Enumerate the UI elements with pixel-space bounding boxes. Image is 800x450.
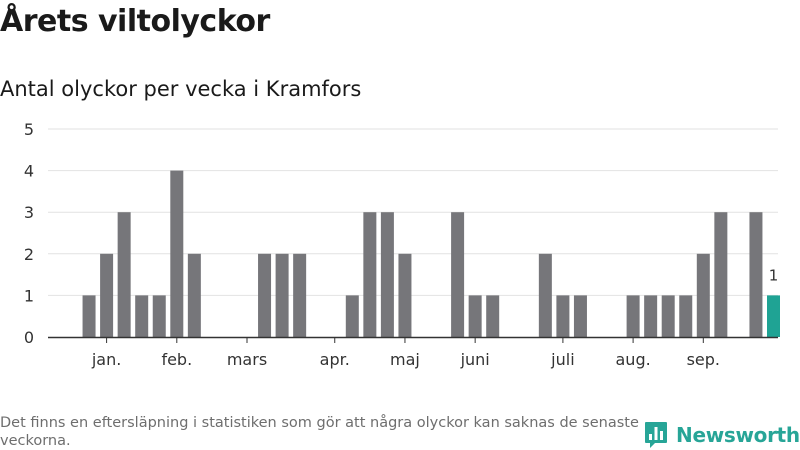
newsworthy-brand: Newsworthy bbox=[644, 420, 800, 450]
gridlines bbox=[48, 128, 778, 296]
bar bbox=[679, 295, 693, 337]
bar bbox=[696, 253, 710, 337]
x-month-label: feb. bbox=[161, 350, 192, 369]
x-month-label: sep. bbox=[687, 350, 720, 369]
highlight-data-label: 1 bbox=[769, 266, 779, 284]
x-axis bbox=[48, 336, 778, 343]
bar bbox=[117, 212, 131, 337]
bar bbox=[451, 212, 465, 337]
data-labels: 1 bbox=[769, 266, 779, 284]
bar bbox=[170, 170, 184, 337]
x-month-label: aug. bbox=[616, 350, 651, 369]
bar bbox=[538, 253, 552, 337]
bar bbox=[468, 295, 482, 337]
x-month-label: jan. bbox=[91, 350, 121, 369]
x-axis-month-labels: jan. feb. mars apr. maj juni juli aug. sep. bbox=[91, 350, 720, 369]
bar bbox=[714, 212, 728, 337]
y-tick-label: 4 bbox=[24, 162, 34, 181]
bar bbox=[644, 295, 658, 337]
bar-highlight bbox=[767, 295, 780, 337]
bar bbox=[363, 212, 377, 337]
x-month-label: juli bbox=[550, 350, 574, 369]
bar bbox=[626, 295, 640, 337]
bar bbox=[380, 212, 394, 337]
y-tick-label: 5 bbox=[24, 120, 34, 139]
chart-subtitle: Antal olyckor per vecka i Kramfors bbox=[0, 77, 362, 101]
y-axis-ticks: 0 1 2 3 4 5 bbox=[24, 120, 34, 347]
footnote: Det finns en eftersläpning i statistiken… bbox=[0, 415, 639, 449]
bar bbox=[486, 295, 500, 337]
bar bbox=[345, 295, 359, 337]
brand-name: Newsworthy bbox=[676, 423, 800, 447]
bar bbox=[573, 295, 587, 337]
bar bbox=[398, 253, 412, 337]
bars bbox=[82, 170, 780, 337]
chart-title: Årets viltolyckor bbox=[0, 4, 270, 39]
bar bbox=[135, 295, 149, 337]
bar bbox=[556, 295, 570, 337]
bar bbox=[152, 295, 166, 337]
bar bbox=[275, 253, 289, 337]
bar bbox=[749, 212, 763, 337]
y-tick-label: 0 bbox=[24, 328, 34, 347]
x-month-label: mars bbox=[227, 350, 267, 369]
y-tick-label: 2 bbox=[24, 245, 34, 264]
x-month-label: juni bbox=[460, 350, 490, 369]
y-tick-label: 1 bbox=[24, 286, 34, 305]
x-month-label: maj bbox=[390, 350, 420, 369]
bar bbox=[293, 253, 307, 337]
bar bbox=[187, 253, 201, 337]
newsworthy-logo-icon bbox=[645, 422, 667, 448]
bar bbox=[100, 253, 114, 337]
y-tick-label: 3 bbox=[24, 203, 34, 222]
bar bbox=[258, 253, 272, 337]
x-month-label: apr. bbox=[320, 350, 350, 369]
bar bbox=[661, 295, 675, 337]
bar bbox=[82, 295, 96, 337]
